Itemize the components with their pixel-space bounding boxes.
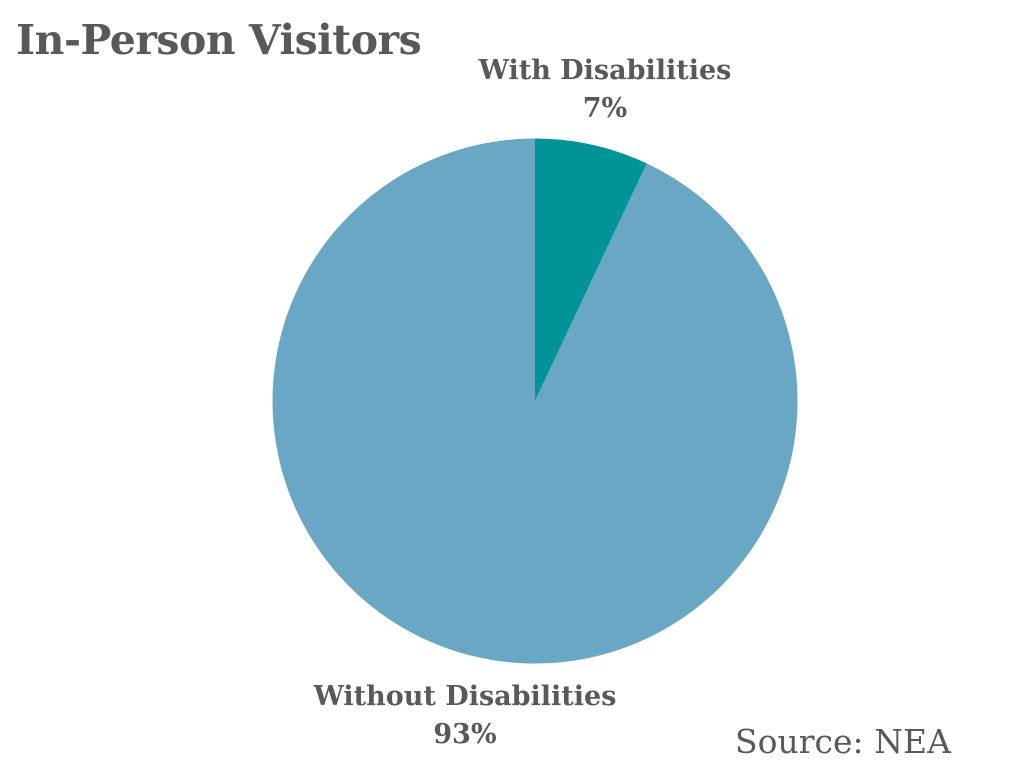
slice-label-without-disabilities-pct: 93% xyxy=(433,719,497,750)
slice-label-with-disabilities-name: With Disabilities xyxy=(478,55,732,86)
slice-label-with-disabilities: With Disabilities 7% xyxy=(479,52,732,128)
pie-slice-with-disabilities xyxy=(535,138,647,401)
slice-label-with-disabilities-pct: 7% xyxy=(582,93,628,124)
slice-label-without-disabilities: Without Disabilities 93% xyxy=(314,678,617,754)
source-attribution: Source: NEA xyxy=(735,722,951,761)
chart-title: In-Person Visitors xyxy=(16,16,422,64)
slice-label-without-disabilities-name: Without Disabilities xyxy=(313,681,617,712)
pie-chart xyxy=(272,138,798,664)
pie-slice-without-disabilities xyxy=(272,138,798,664)
